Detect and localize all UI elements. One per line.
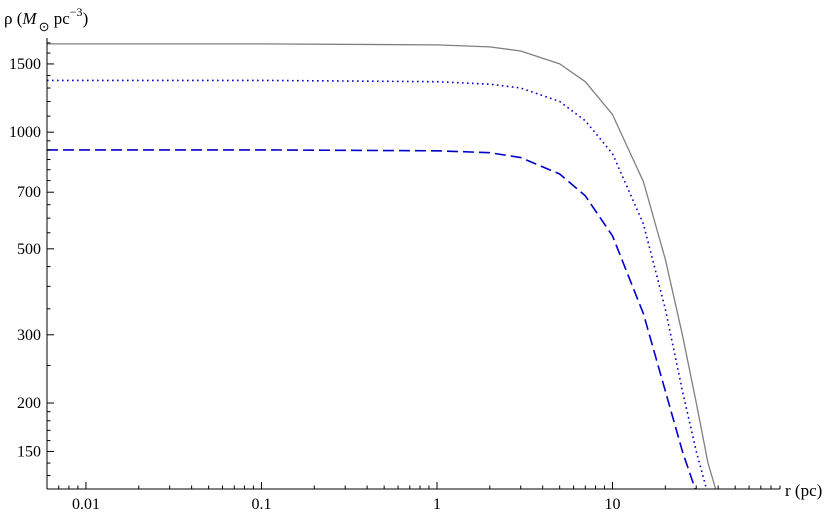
- y-axis-label: ρ (M ⊙ pc−3): [4, 5, 88, 34]
- x-tick-label: 1: [433, 496, 441, 513]
- y-tick-label: 1000: [9, 124, 41, 141]
- x-tick-label: 0.01: [72, 496, 100, 513]
- y-axis-ticks: 150 200 300 500 700 1000 1500: [9, 42, 54, 477]
- x-axis-label: r (pc): [785, 481, 822, 500]
- y-tick-label: 700: [17, 184, 41, 201]
- y-tick-label: 300: [17, 327, 41, 344]
- x-axis-ticks: 0.01 0.1 1 10: [46, 482, 781, 513]
- x-tick-label: 0.1: [251, 496, 271, 513]
- series-line-dashed: [47, 149, 696, 490]
- y-tick-label: 500: [17, 241, 41, 258]
- series-line-dotted: [47, 79, 708, 490]
- y-tick-label: 1500: [9, 56, 41, 73]
- y-tick-label: 150: [17, 443, 41, 460]
- series-line-solid: [47, 43, 717, 490]
- series-layer: [47, 43, 717, 490]
- x-tick-label: 10: [605, 496, 621, 513]
- y-tick-label: 200: [17, 395, 41, 412]
